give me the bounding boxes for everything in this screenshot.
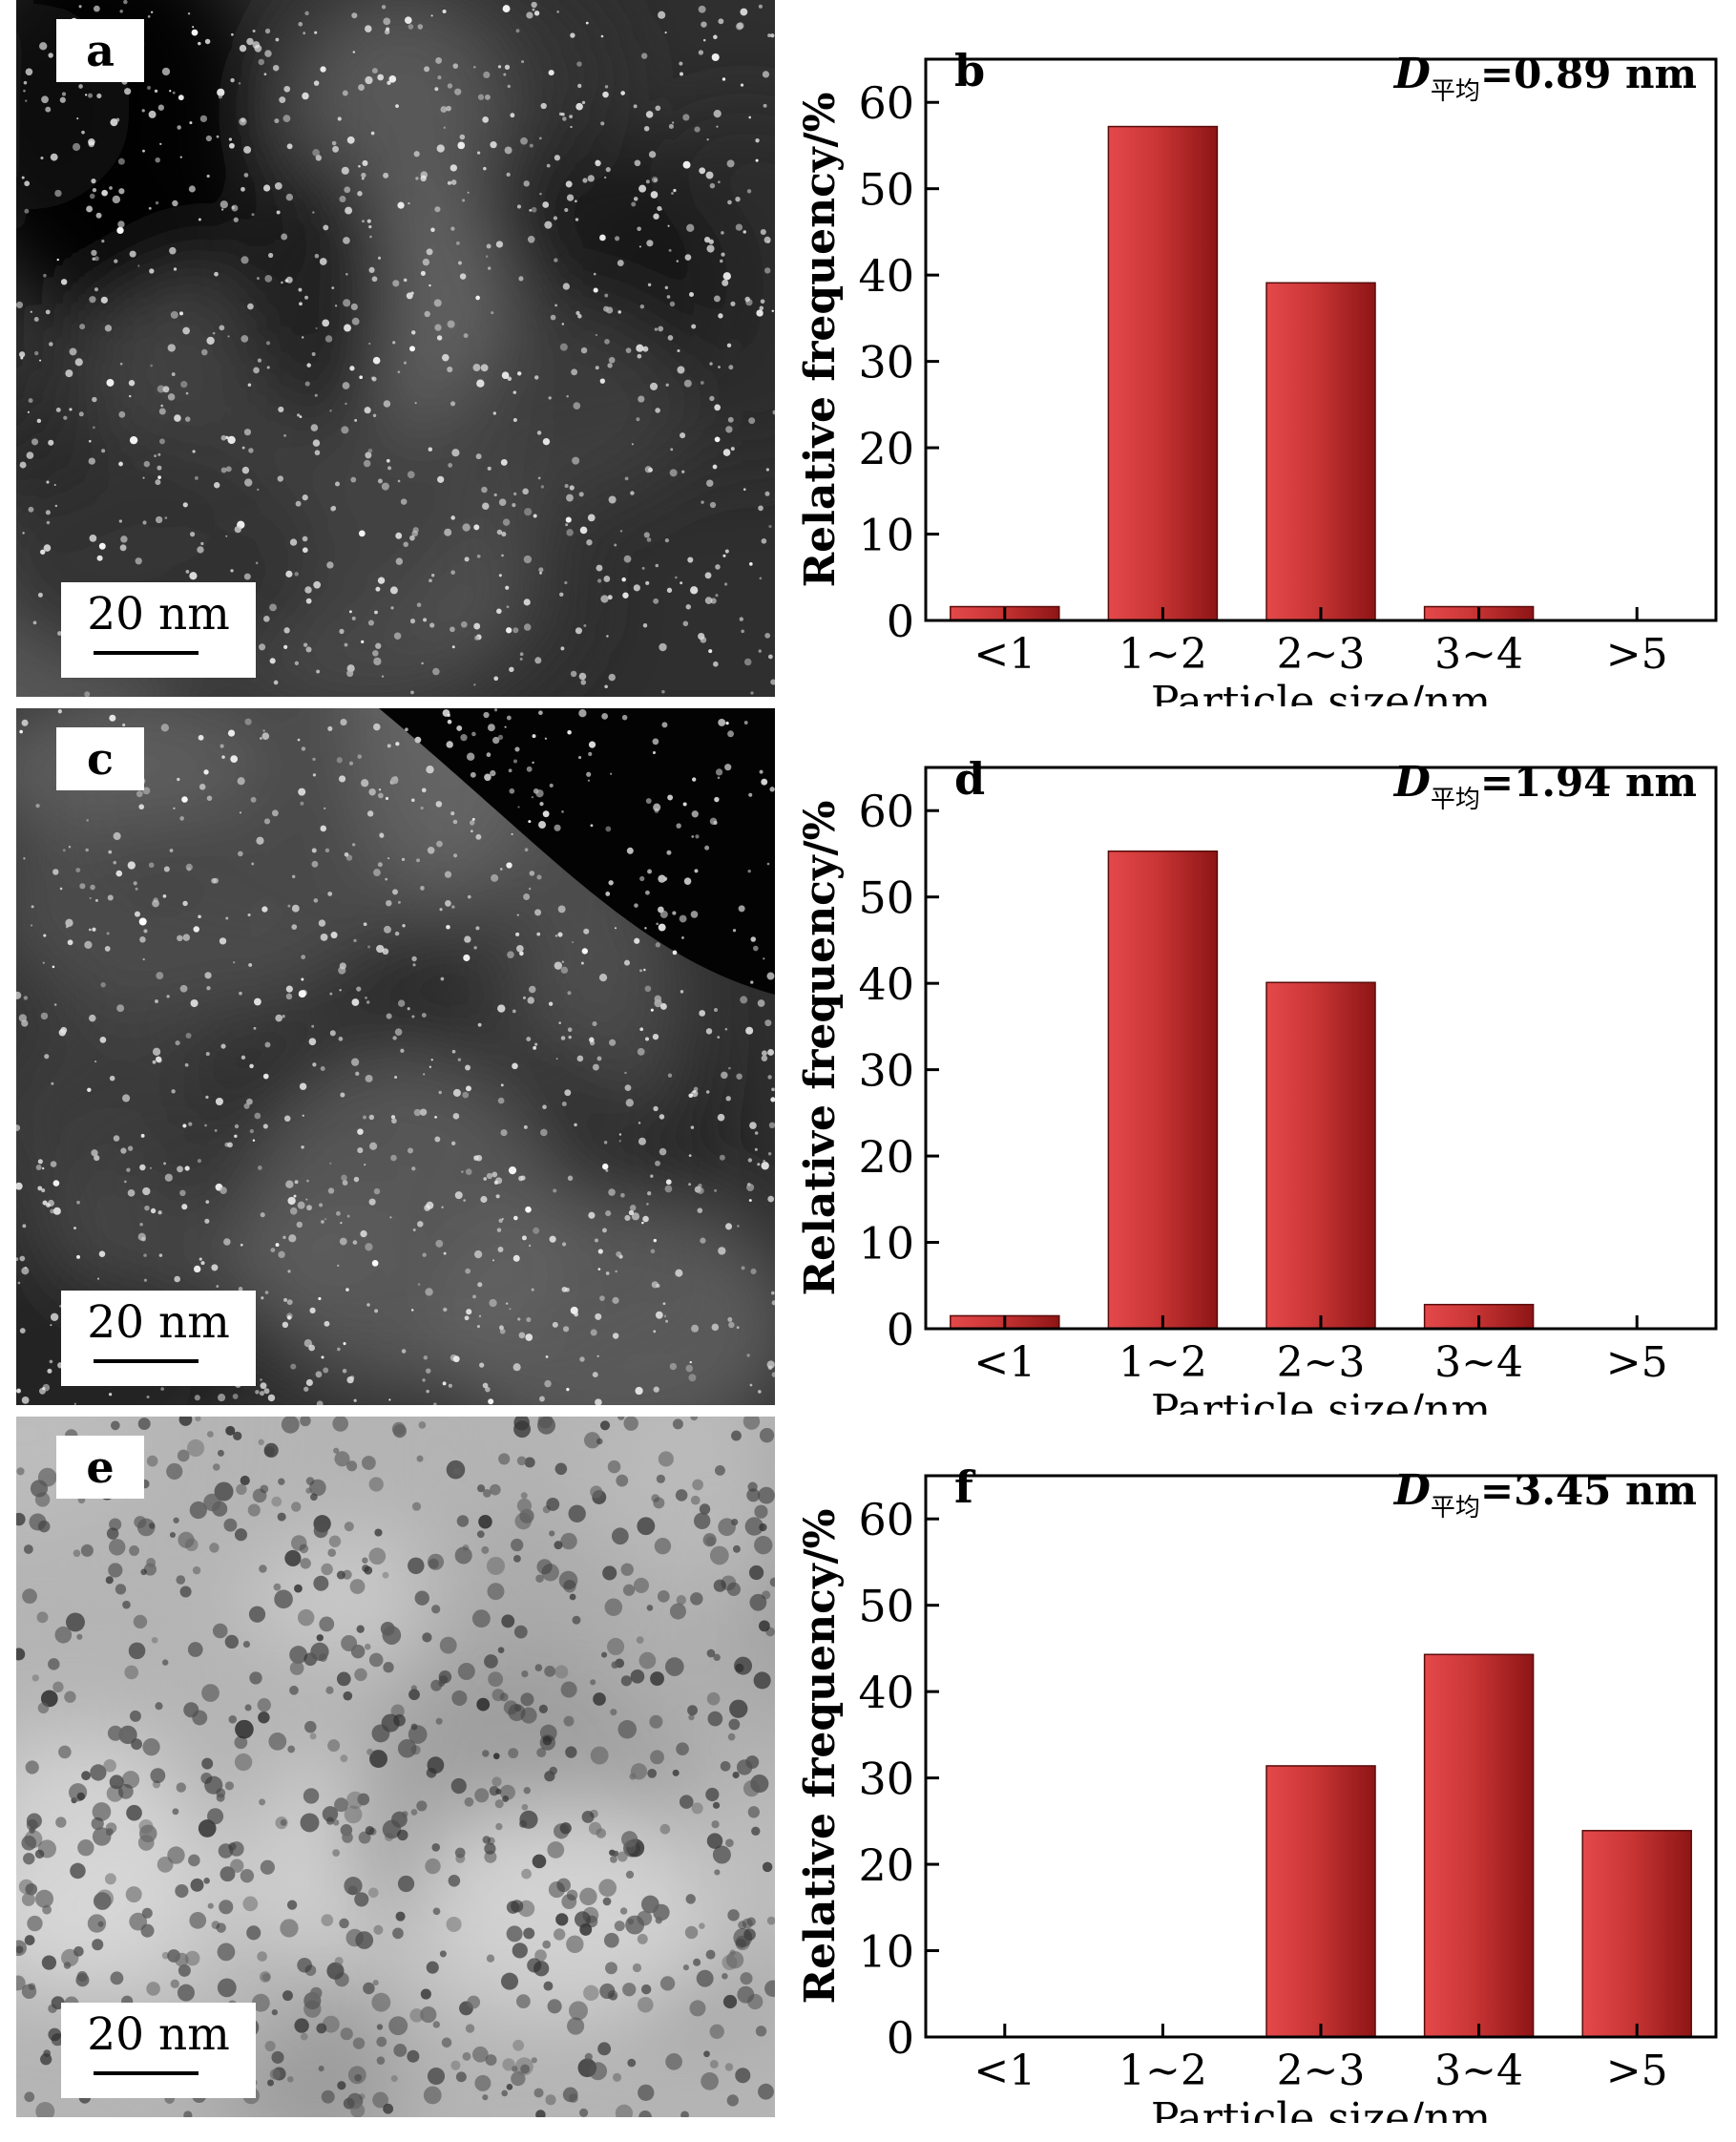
bar-2 [1265, 981, 1376, 1330]
scale-bar-label: 20 nm [87, 588, 230, 640]
scale-bar-line [94, 651, 199, 655]
annotation-subscript: 平均 [1431, 786, 1480, 814]
y-tick-label: 10 [858, 1218, 914, 1270]
annotation-symbol: D [1392, 1466, 1431, 1515]
y-tick-label: 40 [858, 958, 914, 1010]
panel-letter-d: d [954, 753, 985, 805]
micrograph-image [16, 1417, 775, 2117]
bar-1 [1107, 850, 1219, 1330]
annotation-value: =3.45 nm [1480, 1467, 1697, 1514]
x-tick-label: >5 [1606, 630, 1668, 679]
mean-diameter-annotation: D平均=0.89 nm [1392, 50, 1697, 106]
x-tick-label: 2~3 [1277, 630, 1366, 679]
micrograph-e: e 20 nm [16, 1417, 775, 2117]
y-axis-label: Relative frequency/% [796, 1509, 845, 2005]
histogram-svg: 0 10 20 30 40 50 60 <1 1~2 2~3 3~4 >5 Particle size/… [796, 1461, 1718, 2123]
panel-letter-a: a [56, 19, 144, 82]
scale-bar-label: 20 nm [87, 1296, 230, 1349]
y-tick-label: 0 [887, 596, 914, 647]
y-axis-label: Relative frequency/% [796, 801, 845, 1296]
micrograph-a: a 20 nm [16, 0, 775, 697]
y-tick-label: 10 [858, 510, 914, 561]
y-tick-label: 10 [858, 1926, 914, 1978]
micrograph-image [16, 708, 775, 1405]
bar-1 [1107, 125, 1219, 621]
y-tick-label: 50 [858, 1581, 914, 1632]
y-tick-label: 60 [858, 786, 914, 837]
panel-letter-b: b [954, 45, 985, 96]
scale-bar-label: 20 nm [87, 2008, 230, 2061]
panel-letter-e: e [56, 1436, 144, 1499]
annotation-value: =0.89 nm [1480, 51, 1697, 97]
scale-bar-line [94, 2071, 199, 2075]
y-tick-label: 20 [858, 423, 914, 474]
x-tick-label: <1 [973, 1338, 1035, 1387]
y-tick-label: 40 [858, 1667, 914, 1718]
y-tick-label: 60 [858, 77, 914, 129]
bar-3 [1423, 1653, 1535, 2038]
y-tick-label: 60 [858, 1494, 914, 1545]
y-tick-label: 30 [858, 337, 914, 388]
y-tick-label: 50 [858, 164, 914, 216]
x-tick-label: 1~2 [1119, 2047, 1207, 2095]
panel-letter-f: f [954, 1461, 976, 1513]
y-tick-label: 40 [858, 250, 914, 302]
y-tick-label: 50 [858, 872, 914, 924]
histogram-svg: 0 10 20 30 40 50 60 <1 1~2 2~3 3~4 >5 Particle size/… [796, 45, 1718, 706]
mean-diameter-annotation: D平均=1.94 nm [1392, 758, 1697, 814]
histogram-f: 0 10 20 30 40 50 60 <1 1~2 2~3 3~4 >5 Particle size/… [792, 1417, 1736, 2123]
micrograph-c: c 20 nm [16, 708, 775, 1405]
x-tick-label: <1 [973, 2047, 1035, 2095]
histogram-b: 0 10 20 30 40 50 60 <1 1~2 2~3 3~4 >5 Particle size/… [792, 0, 1736, 706]
bar-2 [1265, 282, 1376, 621]
panel-letter-c: c [56, 727, 144, 790]
y-tick-label: 20 [858, 1839, 914, 1891]
y-tick-label: 30 [858, 1045, 914, 1097]
scale-bar-box: 20 nm [61, 1291, 256, 1386]
x-tick-label: 1~2 [1119, 1338, 1207, 1387]
x-tick-label: 3~4 [1434, 2047, 1523, 2095]
histogram-d: 0 10 20 30 40 50 60 <1 1~2 2~3 3~4 >5 Particle size/… [792, 708, 1736, 1415]
x-tick-label: 3~4 [1434, 1338, 1523, 1387]
x-tick-label: 2~3 [1277, 2047, 1366, 2095]
x-tick-label: 2~3 [1277, 1338, 1366, 1387]
y-tick-label: 0 [887, 1304, 914, 1355]
mean-diameter-annotation: D平均=3.45 nm [1392, 1466, 1697, 1522]
x-tick-label: >5 [1606, 2047, 1668, 2095]
y-tick-label: 30 [858, 1754, 914, 1805]
x-axis-label: Particle size/nm [1151, 678, 1491, 706]
y-axis-label: Relative frequency/% [796, 93, 845, 588]
x-tick-label: <1 [973, 630, 1035, 679]
annotation-value: =1.94 nm [1480, 759, 1697, 806]
x-axis-label: Particle size/nm [1151, 1386, 1491, 1415]
x-axis-label: Particle size/nm [1151, 2094, 1491, 2123]
bar-2 [1265, 1765, 1376, 2038]
histogram-svg: 0 10 20 30 40 50 60 <1 1~2 2~3 3~4 >5 Particle size/… [796, 753, 1718, 1415]
y-tick-label: 0 [887, 2012, 914, 2064]
x-tick-label: 3~4 [1434, 630, 1523, 679]
annotation-subscript: 平均 [1431, 1494, 1480, 1522]
scale-bar-line [94, 1359, 199, 1363]
annotation-subscript: 平均 [1431, 77, 1480, 106]
x-tick-label: >5 [1606, 1338, 1668, 1387]
scale-bar-box: 20 nm [61, 2003, 256, 2098]
bar-4 [1581, 1830, 1692, 2038]
micrograph-image [16, 0, 775, 697]
annotation-symbol: D [1392, 50, 1431, 98]
scale-bar-box: 20 nm [61, 582, 256, 678]
x-tick-label: 1~2 [1119, 630, 1207, 679]
y-tick-label: 20 [858, 1131, 914, 1183]
annotation-symbol: D [1392, 758, 1431, 807]
